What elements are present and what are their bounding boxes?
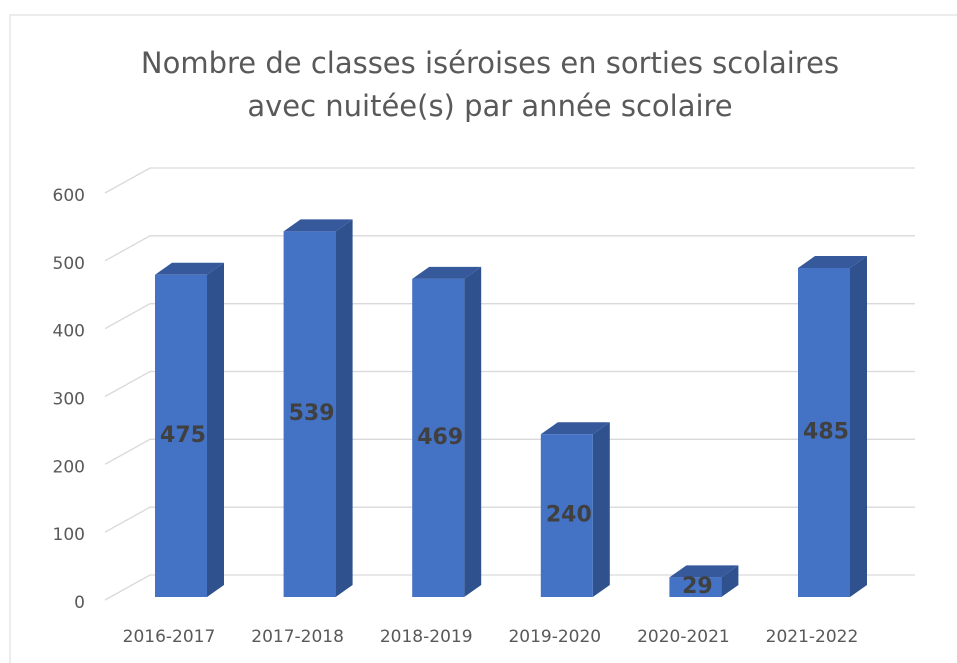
- bar-top: [283, 219, 353, 232]
- x-tick-label: 2017-2018: [251, 627, 344, 647]
- value-label: 475: [160, 423, 206, 448]
- bar: [283, 231, 336, 597]
- bar-side: [721, 565, 739, 597]
- y-tick-label: 0: [74, 593, 85, 613]
- value-label: 539: [289, 401, 335, 426]
- bar: [669, 577, 722, 597]
- bar-side: [592, 422, 610, 597]
- grid-line: [104, 303, 915, 330]
- x-tick-label: 2019-2020: [508, 627, 601, 647]
- y-tick-label: 400: [53, 322, 85, 342]
- grid-line: [104, 506, 915, 533]
- bar: [540, 434, 593, 597]
- bar-top: [798, 256, 867, 269]
- x-tick-label: 2020-2021: [637, 627, 730, 647]
- value-label: 29: [682, 574, 713, 599]
- bar: [412, 278, 465, 597]
- y-tick-label: 600: [53, 186, 85, 206]
- bar-side: [850, 256, 867, 597]
- bar-top: [669, 565, 739, 578]
- bar: [155, 274, 207, 597]
- bar-side: [335, 219, 353, 597]
- bar-top: [412, 266, 482, 279]
- grid-line: [104, 167, 915, 194]
- bar-side: [207, 262, 224, 597]
- bar-top: [540, 422, 610, 435]
- grid-line: [104, 574, 915, 601]
- chart-title: avec nuitée(s) par année scolaire: [247, 89, 732, 123]
- bar-side: [464, 266, 482, 597]
- y-tick-label: 100: [53, 525, 85, 545]
- x-tick-label: 2018-2019: [380, 627, 473, 647]
- x-tick-label: 2021-2022: [766, 627, 859, 647]
- y-tick-label: 300: [53, 390, 85, 410]
- value-label: 469: [417, 425, 463, 450]
- bar-top: [155, 262, 224, 275]
- y-tick-label: 500: [53, 254, 85, 274]
- bar: [798, 268, 850, 597]
- grid-line: [104, 235, 915, 262]
- grid-line: [104, 370, 915, 398]
- value-label: 485: [803, 420, 849, 445]
- y-tick-label: 200: [53, 457, 85, 477]
- grid-line: [104, 438, 915, 465]
- value-label: 240: [546, 503, 592, 528]
- x-tick-label: 2016-2017: [123, 627, 216, 647]
- chart-title: Nombre de classes iséroises en sorties s…: [141, 46, 839, 80]
